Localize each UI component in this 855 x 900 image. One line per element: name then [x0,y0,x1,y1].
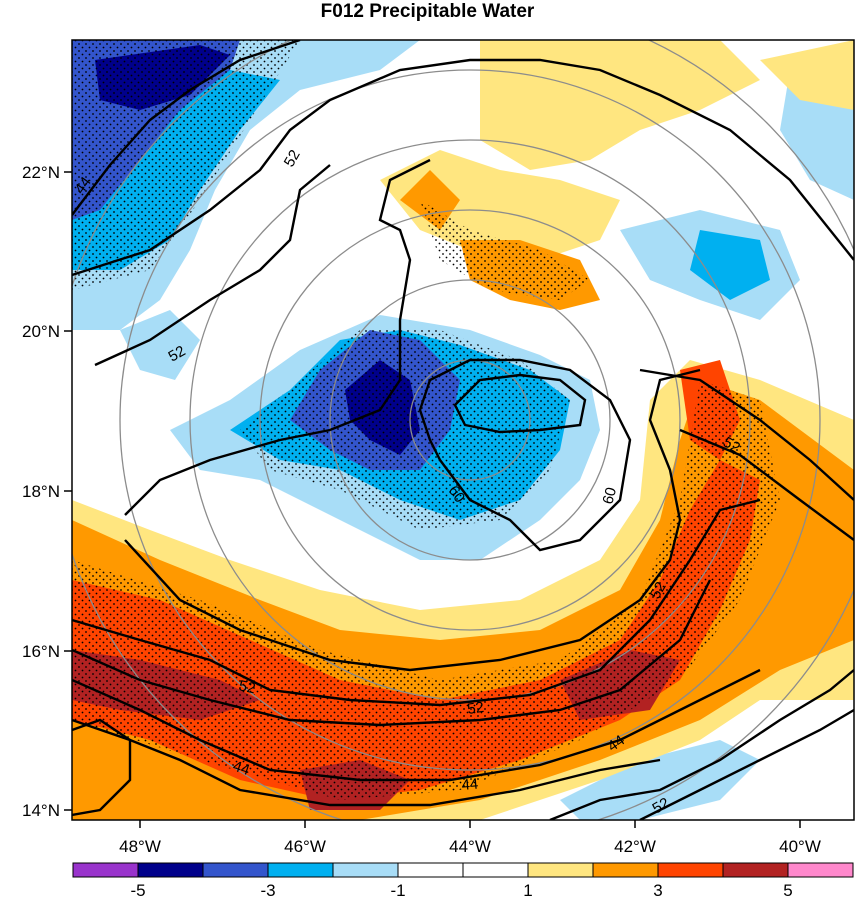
range-ring-3 [259,209,681,631]
contour-label: 52 [647,579,670,602]
colorbar-swatch [527,862,594,878]
colorbar-swatch [72,862,139,878]
colorbar-swatch [592,862,659,878]
contour-line-southwest-loop [72,718,132,817]
colorbar-swatch [462,862,529,878]
lon-label: 40°W [779,837,821,856]
contour-labels: 44 52 52 60 60 52 52 52 52 44 44 44 52 [71,147,743,817]
colorbar-label: -5 [130,881,145,900]
range-rings [72,40,854,820]
colorbar-labels: -5 -3 -1 1 3 5 [130,881,792,900]
colorbar [72,862,854,878]
lat-label: 20°N [22,322,60,341]
contour-label: 44 [461,776,479,794]
colorbar-swatch [722,862,789,878]
map-title: F012 Precipitable Water [320,1,535,22]
colorbar-label: 3 [653,881,662,900]
contour-label: 52 [650,794,673,817]
contour-label: 52 [720,434,743,457]
map-plot-area: 44 52 52 60 60 52 52 52 52 44 44 44 52 [71,40,854,820]
latitude-axis [64,171,72,811]
lon-label: 46°W [284,837,326,856]
colorbar-swatch [137,862,204,878]
colorbar-label: -3 [260,881,275,900]
contour-line-52-outer [72,58,854,277]
stipple-area-north [420,200,590,300]
contour-line-60-eye [418,358,632,552]
yellow-region-northeast [760,40,854,110]
stipple-area-northwest [72,40,300,290]
contour-label: 44 [231,758,252,779]
contour-line-44-northwest [72,40,301,216]
contour-line-southeast [549,669,854,820]
contour-label: 44 [605,732,628,755]
colorbar-swatch [267,862,334,878]
contour-label: 52 [466,699,485,718]
range-ring-4 [189,139,751,701]
longitude-labels: 48°W 46°W 44°W 42°W 40°W [119,837,821,856]
lat-label: 16°N [22,642,60,661]
contour-label: 52 [237,677,257,697]
lat-label: 22°N [22,163,60,182]
contour-line-52-east [639,368,854,501]
contour-line-52-band-2 [72,579,712,727]
colorbar-swatch [397,862,464,878]
contour-label: 60 [445,483,468,506]
range-ring-2 [329,279,611,561]
contour-label: 52 [281,147,304,170]
contour-line-52-south [124,368,701,672]
plot-frame [71,39,855,821]
lon-label: 48°W [119,837,161,856]
lat-label: 18°N [22,482,60,501]
colorbar-label: 5 [783,881,792,900]
longitude-axis [139,820,801,828]
contour-line-southeast-2 [639,708,854,820]
cyan-region-east [690,230,770,300]
contour-line-44-band-1 [72,668,761,782]
yellow-region-north [480,40,760,170]
contour-line-inner-eye [453,373,587,434]
contour-line-52-inner-west [94,164,331,367]
latitude-labels: 22°N 20°N 18°N 16°N 14°N [22,163,60,820]
contour-line-52-east-2 [679,428,854,541]
contour-label: 44 [71,174,94,197]
lon-label: 44°W [449,837,491,856]
lon-label: 42°W [614,837,656,856]
contour-label: 60 [599,486,620,507]
lat-label: 14°N [22,801,60,820]
colorbar-swatch [202,862,269,878]
colorbar-swatch [657,862,724,878]
light-blue-region-west [120,310,200,380]
colorbar-swatch [332,862,399,878]
contour-line-44-band-2 [72,718,661,807]
contour-line-52-band-1 [72,498,761,707]
colorbar-swatch [787,862,854,878]
colorbar-label: -1 [390,881,405,900]
light-blue-region-southeast [560,740,760,820]
contour-line-60-center [124,158,431,516]
colorbar-label: 1 [523,881,532,900]
contour-label: 52 [166,342,189,365]
range-ring-5 [119,69,821,771]
total-precipitable-water-contours [72,40,854,820]
